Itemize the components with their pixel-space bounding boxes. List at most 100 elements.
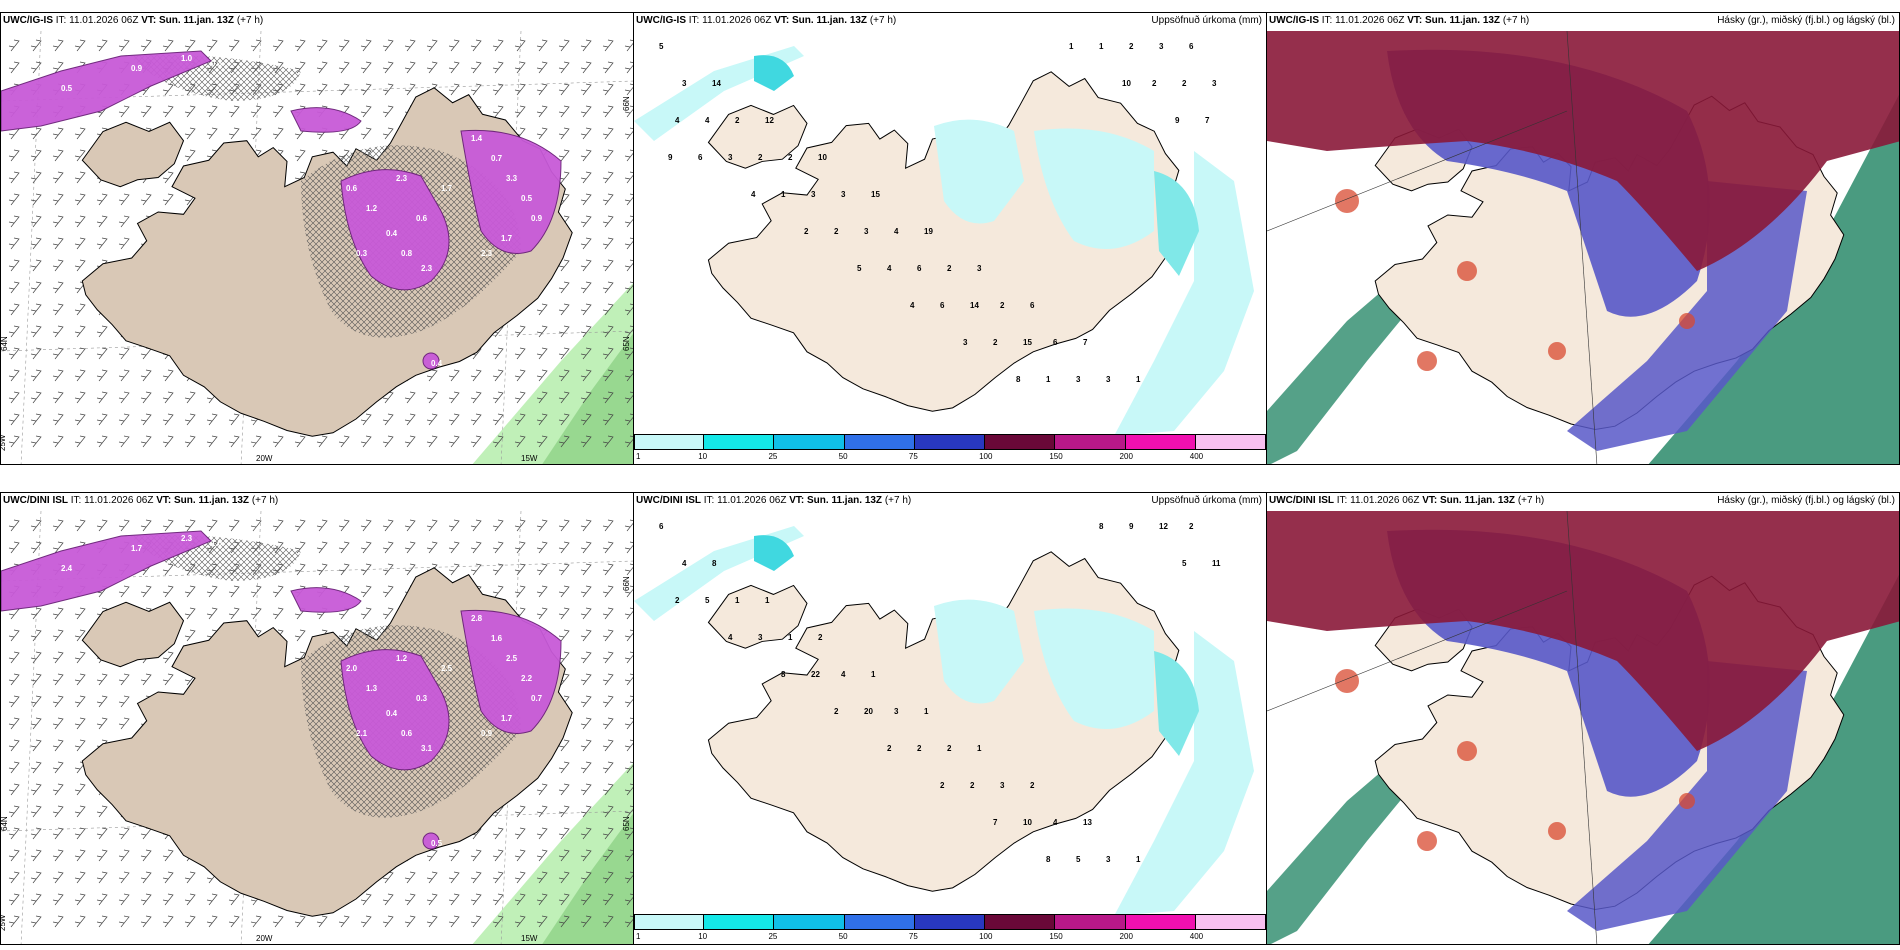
wind-barb xyxy=(558,83,570,96)
wind-barb xyxy=(118,105,130,118)
colorbar-tick-label: 50 xyxy=(838,932,848,941)
snow-value: 0.6 xyxy=(416,214,428,223)
parallel xyxy=(1,330,633,352)
wind-barb xyxy=(96,915,108,928)
wind-barb xyxy=(360,585,372,598)
snow-band-northwest xyxy=(1,50,212,132)
precip-value: 1 xyxy=(1136,855,1141,864)
wind-barb xyxy=(118,915,130,928)
wind-barb xyxy=(492,519,504,532)
colorbar-tick-label: 400 xyxy=(1189,932,1204,941)
wind-barb xyxy=(140,435,152,448)
cloud-cover-map xyxy=(1267,511,1899,944)
wind-barb xyxy=(206,915,218,928)
wind-barb xyxy=(52,761,64,774)
wind-barb xyxy=(8,61,20,74)
snow-blob xyxy=(340,169,450,291)
wind-barb xyxy=(514,827,526,840)
wind-barb xyxy=(580,761,592,774)
westfjords xyxy=(707,584,808,649)
wind-barb xyxy=(624,61,633,74)
colorbar-tick-label: 200 xyxy=(1119,932,1133,941)
cloud-patch xyxy=(1417,831,1437,851)
precip-value: 6 xyxy=(1189,42,1194,51)
wind-barb xyxy=(52,281,64,294)
wind-barb xyxy=(96,519,108,532)
wind-barb xyxy=(382,105,394,118)
precip-value: 4 xyxy=(728,633,733,642)
snow-value: 0.6 xyxy=(346,184,358,193)
wind-barb xyxy=(470,391,482,404)
wind-barb xyxy=(316,519,328,532)
colorbar-swatch xyxy=(704,434,775,450)
wind-barb xyxy=(492,585,504,598)
wind-barb xyxy=(74,215,86,228)
wind-barb xyxy=(8,541,20,554)
wind-barb xyxy=(448,893,460,906)
precip-value: 2 xyxy=(758,153,763,162)
snow-value: 0.7 xyxy=(491,154,503,163)
wind-barb xyxy=(602,541,614,554)
wind-barb xyxy=(250,585,262,598)
wind-barb xyxy=(360,607,372,620)
precip-value: 2 xyxy=(735,116,740,125)
snow-value: 1.4 xyxy=(471,134,483,143)
precip-value: 20 xyxy=(864,707,873,716)
projection-line xyxy=(1267,110,1568,232)
colorbar-swatch xyxy=(985,434,1056,450)
wind-barb xyxy=(228,519,240,532)
wind-barb xyxy=(426,519,438,532)
snow-wind-map: 2.4 1.7 2.3 1.0 2.0 1.3 0.4 0.6 3.1 2.8 1.6 2.5 2.2 0… xyxy=(1,511,633,944)
wind-barb xyxy=(382,893,394,906)
cloud-cover-map xyxy=(1267,31,1899,464)
wind-barb xyxy=(448,871,460,884)
wind-barb xyxy=(536,39,548,52)
wind-barb xyxy=(624,325,633,338)
wind-barb xyxy=(74,149,86,162)
wind-barb xyxy=(228,585,240,598)
wind-barb xyxy=(162,39,174,52)
precip-patch xyxy=(754,55,794,91)
projection-line xyxy=(1566,31,1598,464)
wind-barb xyxy=(558,105,570,118)
wind-barb xyxy=(30,193,42,206)
snow-value: 0.8 xyxy=(401,249,413,258)
wind-barb xyxy=(294,519,306,532)
wind-barb xyxy=(52,629,64,642)
wind-barb xyxy=(140,915,152,928)
colorbar-tick-label: 1 xyxy=(636,452,641,461)
wind-barb xyxy=(118,585,130,598)
wind-barb xyxy=(52,369,64,382)
wind-barb xyxy=(52,541,64,554)
precip-value: 2 xyxy=(940,781,945,790)
wind-barb xyxy=(602,717,614,730)
wind-barb xyxy=(118,695,130,708)
wind-barb xyxy=(294,435,306,448)
wind-barb xyxy=(272,105,284,118)
wind-barb xyxy=(624,237,633,250)
wind-barb xyxy=(74,413,86,426)
wind-barb xyxy=(580,519,592,532)
wind-barb xyxy=(624,629,633,642)
wind-barb xyxy=(536,519,548,532)
wind-barb xyxy=(382,607,394,620)
wind-barb xyxy=(294,39,306,52)
wind-barb xyxy=(514,391,526,404)
wind-barb xyxy=(602,849,614,862)
snow-value: 0.6 xyxy=(401,729,413,738)
precip-value: 5 xyxy=(1182,559,1187,568)
wind-barb xyxy=(52,413,64,426)
wind-barb xyxy=(8,893,20,906)
wind-barb xyxy=(382,83,394,96)
wind-barb xyxy=(8,259,20,272)
wind-barb xyxy=(624,695,633,708)
wind-barb xyxy=(558,149,570,162)
wind-barb xyxy=(514,61,526,74)
wind-barb xyxy=(580,237,592,250)
wind-barb xyxy=(624,215,633,228)
snow-value: 0.7 xyxy=(531,694,543,703)
wind-barb xyxy=(624,673,633,686)
precip-value: 11 xyxy=(1212,559,1221,568)
wind-barb xyxy=(30,915,42,928)
wind-barb xyxy=(228,413,240,426)
